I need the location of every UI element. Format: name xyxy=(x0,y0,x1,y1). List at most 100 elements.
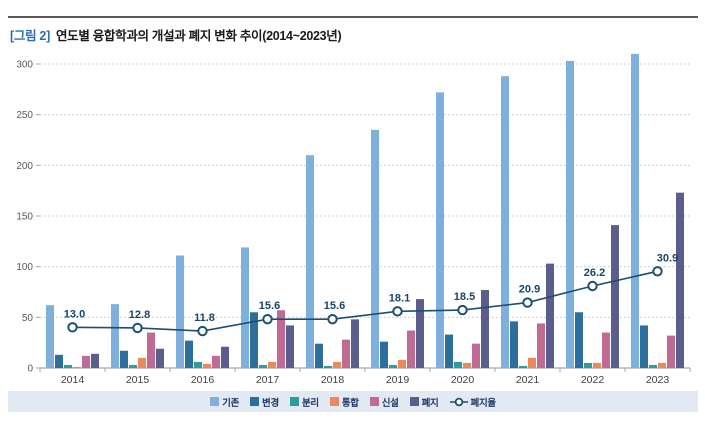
y-tick-label-50: 50 xyxy=(22,313,34,324)
legend-item-abolition-rate: 폐지율 xyxy=(449,395,496,409)
bar-existing-2017 xyxy=(241,247,249,368)
bar-changed-2020 xyxy=(445,334,453,368)
bar-merged-2021 xyxy=(528,357,536,368)
bar-separated-2018 xyxy=(324,365,332,368)
bar-changed-2022 xyxy=(575,312,583,368)
rate-line-abolition-rate xyxy=(72,270,658,332)
x-label-2017: 2017 xyxy=(256,374,280,386)
bar-merged-2017 xyxy=(268,361,276,368)
bar-existing-2020 xyxy=(436,92,444,368)
bar-separated-2015 xyxy=(129,364,137,368)
y-tick-label-250: 250 xyxy=(16,110,33,121)
bar-new-2019 xyxy=(407,330,415,368)
figure-title: 연도별 융합학과의 개설과 폐지 변화 추이(2014~2023년) xyxy=(55,29,342,43)
bar-changed-2018 xyxy=(315,343,323,368)
bar-changed-2015 xyxy=(120,350,128,368)
x-label-2023: 2023 xyxy=(646,374,670,386)
bar-separated-2016 xyxy=(194,361,202,368)
bar-separated-2021 xyxy=(519,365,527,368)
rate-marker-2023 xyxy=(652,266,663,277)
legend-item-new: 신설 xyxy=(369,395,399,409)
x-label-2014: 2014 xyxy=(61,374,85,386)
figure-header: [그림 2] 연도별 융합학과의 개설과 폐지 변화 추이(2014~2023년) xyxy=(10,25,342,44)
bar-existing-2018 xyxy=(306,155,314,368)
bar-abolished-2018 xyxy=(351,319,359,368)
legend-swatch-existing xyxy=(210,397,220,406)
rate-marker-2016 xyxy=(197,325,208,337)
bar-new-2020 xyxy=(472,343,480,368)
x-label-2021: 2021 xyxy=(516,374,540,386)
bar-separated-2022 xyxy=(584,362,592,368)
legend-swatch-merged xyxy=(329,397,339,406)
combo-chart: 0 50 100 150 200 250 300 2014 2015 2016 2017 2018 20… xyxy=(16,53,691,386)
rate-label-2021: 20.9 xyxy=(519,284,540,296)
legend-swatch-abolished xyxy=(409,397,419,406)
legend-label-changed: 변경 xyxy=(262,397,279,409)
bar-existing-2016 xyxy=(176,255,184,368)
bar-separated-2017 xyxy=(259,364,267,368)
y-tick-label-300: 300 xyxy=(16,60,33,71)
figure-tag: [그림 2] xyxy=(10,29,50,43)
rate-label-2019: 18.1 xyxy=(389,292,410,304)
legend-swatch-separated xyxy=(289,397,299,406)
x-label-2019: 2019 xyxy=(386,374,410,386)
bar-existing-2021 xyxy=(501,76,509,368)
bar-abolished-2016 xyxy=(221,346,229,368)
legend-label-merged: 통합 xyxy=(341,397,359,409)
legend-label-separated: 분리 xyxy=(301,397,319,409)
bar-abolished-2020 xyxy=(481,289,489,368)
legend-item-changed: 변경 xyxy=(250,395,279,409)
legend-swatch-changed xyxy=(250,397,260,406)
bar-existing-2023 xyxy=(631,53,639,368)
bar-abolished-2015 xyxy=(156,348,164,368)
legend-item-separated: 분리 xyxy=(289,395,319,409)
bar-new-2015 xyxy=(147,332,155,368)
bar-existing-2014 xyxy=(46,305,54,368)
bar-changed-2021 xyxy=(510,321,518,368)
x-label-2015: 2015 xyxy=(126,374,150,386)
top-divider xyxy=(8,16,698,18)
rate-label-2023: 30.9 xyxy=(657,252,678,264)
bar-changed-2017 xyxy=(250,312,258,368)
x-label-2020: 2020 xyxy=(451,374,475,386)
bar-merged-2014 xyxy=(73,366,81,368)
legend-label-abolished: 폐지 xyxy=(421,397,439,409)
y-tick-label-150: 150 xyxy=(16,212,33,223)
bar-changed-2023 xyxy=(640,325,648,368)
legend-item-abolished: 폐지 xyxy=(409,395,439,409)
y-tick-label-0: 0 xyxy=(27,364,33,375)
bar-separated-2019 xyxy=(389,364,397,368)
legend-label-existing: 기존 xyxy=(222,397,240,409)
bar-abolished-2021 xyxy=(546,263,554,368)
legend-swatch-new xyxy=(369,397,379,406)
rate-label-2020: 18.5 xyxy=(454,291,475,303)
bar-merged-2019 xyxy=(398,359,406,368)
rate-label-2014: 13.0 xyxy=(64,308,85,320)
rate-marker-2020 xyxy=(457,304,468,316)
rate-label-2018: 15.6 xyxy=(324,300,345,312)
bar-existing-2019 xyxy=(371,129,379,368)
rate-marker-2022 xyxy=(587,280,598,292)
legend-item-existing: 기존 xyxy=(210,395,239,409)
rate-marker-2014 xyxy=(67,322,78,333)
bar-existing-2022 xyxy=(566,60,574,369)
bar-new-2022 xyxy=(602,332,610,368)
x-label-2016: 2016 xyxy=(191,374,215,386)
rate-label-2015: 12.8 xyxy=(129,309,150,321)
bar-merged-2022 xyxy=(593,362,601,368)
bar-merged-2015 xyxy=(138,357,146,368)
x-label-2022: 2022 xyxy=(581,374,605,386)
bar-merged-2020 xyxy=(463,362,471,368)
bar-merged-2023 xyxy=(658,362,666,368)
bar-merged-2016 xyxy=(203,363,211,368)
legend-rate-marker-icon xyxy=(449,397,468,406)
legend-item-merged: 통합 xyxy=(329,395,359,409)
bar-new-2014 xyxy=(82,355,90,368)
bar-merged-2018 xyxy=(333,361,341,368)
rate-marker-2019 xyxy=(392,306,403,317)
bar-changed-2014 xyxy=(55,354,63,368)
rate-label-2017: 15.6 xyxy=(259,300,280,312)
rate-marker-2021 xyxy=(522,297,533,308)
rate-marker-2018 xyxy=(327,313,338,325)
bar-separated-2014 xyxy=(64,364,72,368)
